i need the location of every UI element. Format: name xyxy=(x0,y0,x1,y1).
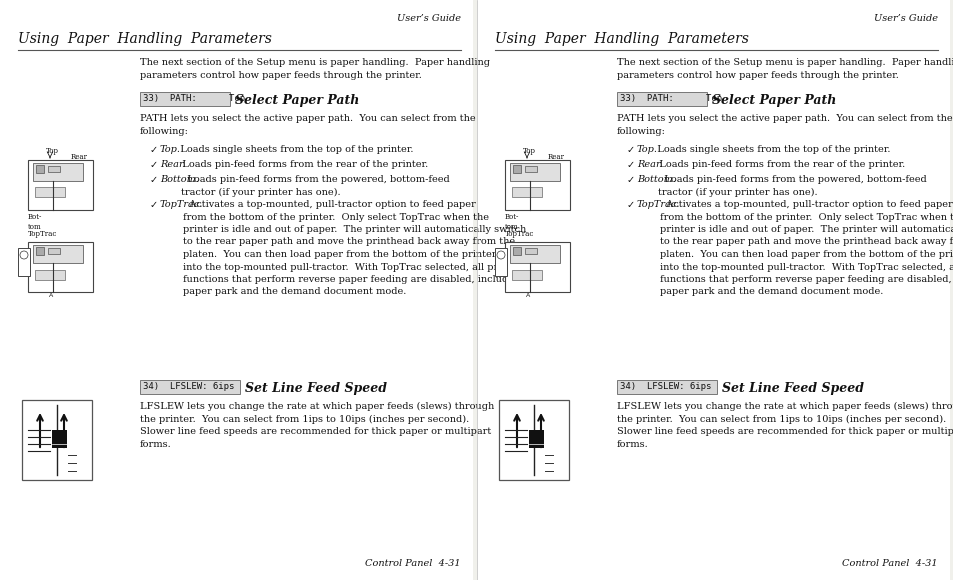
Text: ✓: ✓ xyxy=(626,160,635,170)
Text: Rear: Rear xyxy=(71,153,88,161)
Text: Control Panel  4-31: Control Panel 4-31 xyxy=(365,559,460,568)
Text: Using  Paper  Handling  Parameters: Using Paper Handling Parameters xyxy=(495,32,748,46)
Bar xyxy=(513,247,520,255)
Bar xyxy=(140,92,230,106)
Bar xyxy=(513,165,520,173)
Text: LFSLEW lets you change the rate at which paper feeds (slews) through
the printer: LFSLEW lets you change the rate at which… xyxy=(140,402,494,449)
Bar xyxy=(504,242,569,292)
Bar xyxy=(524,166,537,172)
Text: ✓: ✓ xyxy=(626,145,635,155)
Text: Activates a top-mounted, pull-tractor option to feed paper
from the bottom of th: Activates a top-mounted, pull-tractor op… xyxy=(183,200,526,296)
Bar xyxy=(28,160,92,210)
Bar xyxy=(504,160,569,210)
Text: LFSLEW lets you change the rate at which paper feeds (slews) through
the printer: LFSLEW lets you change the rate at which… xyxy=(617,402,953,449)
Text: 34)  LFSLEW: 6ips: 34) LFSLEW: 6ips xyxy=(619,382,711,391)
Text: 34)  LFSLEW: 6ips: 34) LFSLEW: 6ips xyxy=(143,382,234,391)
Text: Activates a top-mounted, pull-tractor option to feed paper
from the bottom of th: Activates a top-mounted, pull-tractor op… xyxy=(659,200,953,296)
Text: Top.: Top. xyxy=(160,145,181,154)
Bar xyxy=(529,430,543,448)
Bar xyxy=(33,245,83,263)
Text: Using  Paper  Handling  Parameters: Using Paper Handling Parameters xyxy=(18,32,272,46)
Text: PATH lets you select the active paper path.  You can select from the
following:: PATH lets you select the active paper pa… xyxy=(617,114,952,136)
Bar xyxy=(498,400,568,480)
Text: Bottom.: Bottom. xyxy=(637,175,676,184)
Bar xyxy=(495,248,506,276)
Text: Top.: Top. xyxy=(637,145,658,154)
Bar xyxy=(510,245,559,263)
Text: Control Panel  4-31: Control Panel 4-31 xyxy=(841,559,937,568)
Text: Set Line Feed Speed: Set Line Feed Speed xyxy=(721,382,863,395)
Bar xyxy=(617,380,717,394)
Text: ✓: ✓ xyxy=(150,160,158,170)
Text: TopTrac.: TopTrac. xyxy=(637,200,679,209)
Text: The next section of the Setup menu is paper handling.  Paper handling
parameters: The next section of the Setup menu is pa… xyxy=(617,58,953,79)
Bar xyxy=(512,270,541,280)
Bar xyxy=(52,430,67,448)
Bar xyxy=(48,248,60,254)
Text: The next section of the Setup menu is paper handling.  Paper handling
parameters: The next section of the Setup menu is pa… xyxy=(140,58,490,79)
Text: A: A xyxy=(525,293,530,298)
Text: Rear: Rear xyxy=(547,153,564,161)
Text: A: A xyxy=(49,293,53,298)
Text: User’s Guide: User’s Guide xyxy=(396,14,460,23)
Bar xyxy=(28,242,92,292)
Text: Rear.: Rear. xyxy=(637,160,662,169)
Text: ✓: ✓ xyxy=(626,175,635,185)
Bar xyxy=(48,166,60,172)
Text: Loads pin-feed forms from the rear of the printer.: Loads pin-feed forms from the rear of th… xyxy=(175,160,428,169)
Text: Rear.: Rear. xyxy=(160,160,186,169)
Circle shape xyxy=(497,251,504,259)
Text: Top: Top xyxy=(522,147,536,155)
Text: 33)  PATH:      Top: 33) PATH: Top xyxy=(143,94,245,103)
Bar xyxy=(35,270,65,280)
Text: 33)  PATH:      Top: 33) PATH: Top xyxy=(619,94,721,103)
Circle shape xyxy=(20,251,28,259)
Bar xyxy=(0,0,473,580)
Text: Bot-
tom: Bot- tom xyxy=(28,213,42,231)
Text: PATH lets you select the active paper path.  You can select from the
following:: PATH lets you select the active paper pa… xyxy=(140,114,476,136)
Bar xyxy=(617,92,706,106)
Bar xyxy=(36,247,44,255)
Bar xyxy=(22,400,91,480)
Text: Loads pin-feed forms from the powered, bottom-feed
tractor (if your printer has : Loads pin-feed forms from the powered, b… xyxy=(658,175,925,197)
Text: ✓: ✓ xyxy=(150,145,158,155)
Bar xyxy=(35,187,65,197)
Bar xyxy=(510,163,559,181)
Text: Select Paper Path: Select Paper Path xyxy=(711,94,836,107)
Text: ✓: ✓ xyxy=(150,200,158,210)
Text: TopTrac: TopTrac xyxy=(28,230,57,238)
Text: Set Line Feed Speed: Set Line Feed Speed xyxy=(245,382,387,395)
Text: TopTrac: TopTrac xyxy=(504,230,534,238)
Text: Bottom.: Bottom. xyxy=(160,175,199,184)
Bar xyxy=(476,0,949,580)
Text: ✓: ✓ xyxy=(150,175,158,185)
Text: ✓: ✓ xyxy=(626,200,635,210)
Text: Bot-
tom: Bot- tom xyxy=(504,213,518,231)
Bar xyxy=(140,380,240,394)
Text: Select Paper Path: Select Paper Path xyxy=(234,94,359,107)
Text: TopTrac.: TopTrac. xyxy=(160,200,203,209)
Text: User’s Guide: User’s Guide xyxy=(873,14,937,23)
Bar xyxy=(18,248,30,276)
Bar xyxy=(33,163,83,181)
Text: Loads single sheets from the top of the printer.: Loads single sheets from the top of the … xyxy=(650,145,889,154)
Bar xyxy=(36,165,44,173)
Text: Top: Top xyxy=(46,147,59,155)
Text: Loads pin-feed forms from the powered, bottom-feed
tractor (if your printer has : Loads pin-feed forms from the powered, b… xyxy=(181,175,449,197)
Bar xyxy=(512,187,541,197)
Text: Loads single sheets from the top of the printer.: Loads single sheets from the top of the … xyxy=(173,145,413,154)
Bar xyxy=(524,248,537,254)
Text: Loads pin-feed forms from the rear of the printer.: Loads pin-feed forms from the rear of th… xyxy=(652,160,904,169)
